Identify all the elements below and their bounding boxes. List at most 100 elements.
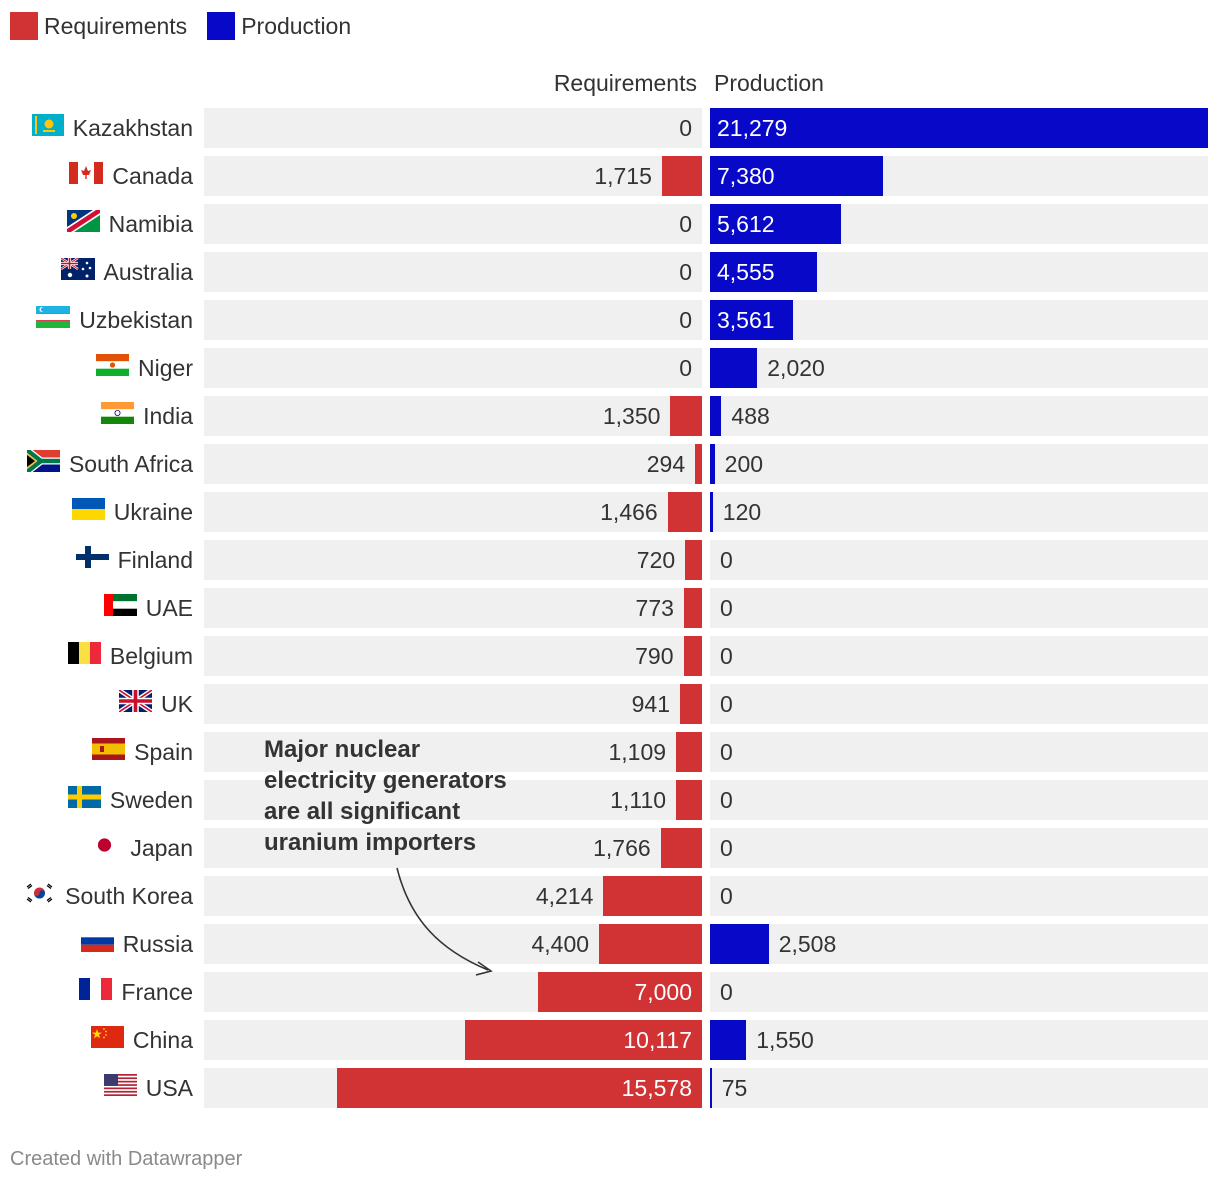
row-background-production bbox=[710, 1068, 1208, 1108]
row-background-production bbox=[710, 732, 1208, 772]
legend-swatch-requirements bbox=[10, 12, 38, 40]
country-name: China bbox=[132, 1026, 193, 1053]
country-name: Ukraine bbox=[113, 498, 193, 525]
row-background-requirements bbox=[204, 300, 702, 340]
country-name: Canada bbox=[112, 162, 193, 189]
flag-china-icon bbox=[90, 1026, 124, 1054]
bar-requirements-finland[interactable] bbox=[685, 540, 702, 580]
value-label-production-uae: 0 bbox=[720, 594, 733, 621]
flag-australia-icon bbox=[59, 256, 95, 286]
bar-production-india[interactable] bbox=[710, 396, 722, 436]
bar-requirements-usa[interactable] bbox=[337, 1068, 702, 1108]
row-background-production bbox=[710, 540, 1208, 580]
bar-production-australia[interactable] bbox=[710, 252, 817, 292]
country-label-spain: Spain bbox=[92, 732, 193, 772]
row-background-requirements bbox=[204, 252, 702, 292]
bar-requirements-south-africa[interactable] bbox=[695, 444, 702, 484]
bar-requirements-belgium[interactable] bbox=[683, 636, 702, 676]
flag-japan-icon bbox=[88, 834, 122, 862]
value-label-requirements-namibia: 0 bbox=[679, 210, 692, 237]
row-background-production bbox=[710, 924, 1208, 964]
value-label-production-russia: 2,508 bbox=[778, 930, 837, 957]
row-background-production bbox=[710, 780, 1208, 820]
country-name: Sweden bbox=[109, 786, 193, 813]
value-label-requirements-south-korea: 4,214 bbox=[535, 882, 594, 909]
value-label-production-sweden: 0 bbox=[720, 786, 733, 813]
row-background-production bbox=[710, 492, 1208, 532]
value-label-production-australia: 4,555 bbox=[717, 258, 775, 285]
country-name: Japan bbox=[130, 834, 193, 861]
flag-usa-icon bbox=[103, 1074, 137, 1102]
country-name: UK bbox=[161, 690, 193, 717]
flag-india-icon bbox=[101, 402, 135, 430]
value-label-requirements-uae: 773 bbox=[635, 594, 674, 621]
bar-requirements-uk[interactable] bbox=[679, 684, 702, 724]
legend: Requirements Production bbox=[10, 12, 371, 40]
bar-production-ukraine[interactable] bbox=[710, 492, 713, 532]
row-background-requirements bbox=[204, 732, 702, 772]
bar-requirements-canada[interactable] bbox=[661, 156, 702, 196]
value-label-production-ukraine: 120 bbox=[722, 498, 762, 525]
value-label-requirements-china: 10,117 bbox=[623, 1026, 692, 1053]
bar-production-usa[interactable] bbox=[710, 1068, 712, 1108]
bar-requirements-uae[interactable] bbox=[683, 588, 702, 628]
country-label-russia: Russia bbox=[80, 924, 193, 964]
value-label-production-uzbekistan: 3,561 bbox=[717, 306, 775, 333]
flag-south-korea-icon bbox=[23, 882, 57, 910]
bar-requirements-india[interactable] bbox=[670, 396, 702, 436]
row-background-requirements bbox=[204, 780, 702, 820]
country-name: USA bbox=[145, 1074, 193, 1101]
row-background-requirements bbox=[204, 348, 702, 388]
bar-production-uzbekistan[interactable] bbox=[710, 300, 794, 340]
bar-production-south-africa[interactable] bbox=[710, 444, 715, 484]
country-label-japan: Japan bbox=[88, 828, 193, 868]
country-label-sweden: Sweden bbox=[67, 780, 193, 820]
flag-uae-icon bbox=[103, 594, 137, 622]
country-name: Namibia bbox=[108, 210, 193, 237]
row-background-requirements bbox=[204, 156, 702, 196]
country-name: Belgium bbox=[109, 642, 193, 669]
value-label-requirements-uzbekistan: 0 bbox=[679, 306, 692, 333]
bar-production-namibia[interactable] bbox=[710, 204, 842, 244]
bar-production-canada[interactable] bbox=[710, 156, 883, 196]
flag-france-icon bbox=[79, 978, 113, 1006]
value-label-production-canada: 7,380 bbox=[717, 162, 775, 189]
value-label-production-niger: 2,020 bbox=[767, 354, 825, 381]
bar-requirements-france[interactable] bbox=[538, 972, 702, 1012]
row-background-requirements bbox=[204, 444, 702, 484]
value-label-production-usa: 75 bbox=[721, 1074, 748, 1101]
row-background-requirements bbox=[204, 684, 702, 724]
country-name: South Korea bbox=[65, 882, 193, 909]
footer-credit[interactable]: Created with Datawrapper bbox=[10, 1148, 243, 1170]
bar-production-russia[interactable] bbox=[710, 924, 769, 964]
value-label-requirements-japan: 1,766 bbox=[593, 834, 651, 861]
country-name: South Africa bbox=[68, 450, 193, 477]
bar-requirements-south-korea[interactable] bbox=[603, 876, 702, 916]
legend-item-requirements[interactable]: Requirements bbox=[10, 12, 187, 40]
country-name: India bbox=[143, 402, 193, 429]
country-label-kazakhstan: Kazakhstan bbox=[31, 108, 193, 148]
bar-production-china[interactable] bbox=[710, 1020, 747, 1060]
bar-requirements-ukraine[interactable] bbox=[667, 492, 702, 532]
row-background-production bbox=[710, 828, 1208, 868]
row-background-production bbox=[710, 396, 1208, 436]
bar-requirements-russia[interactable] bbox=[599, 924, 702, 964]
country-name: Spain bbox=[134, 738, 193, 765]
bar-requirements-china[interactable] bbox=[465, 1020, 702, 1060]
value-label-requirements-south-africa: 294 bbox=[646, 450, 686, 477]
country-name: Finland bbox=[117, 546, 193, 573]
legend-label-production: Production bbox=[241, 12, 352, 39]
row-background-requirements bbox=[204, 108, 702, 148]
bar-requirements-spain[interactable] bbox=[676, 732, 702, 772]
bar-requirements-sweden[interactable] bbox=[676, 780, 702, 820]
row-background-production bbox=[710, 1020, 1208, 1060]
legend-item-production[interactable]: Production bbox=[207, 12, 351, 40]
value-label-production-namibia: 5,612 bbox=[717, 210, 775, 237]
bar-production-niger[interactable] bbox=[710, 348, 758, 388]
value-label-requirements-kazakhstan: 0 bbox=[679, 114, 692, 141]
bar-production-kazakhstan[interactable] bbox=[710, 108, 1208, 148]
value-label-requirements-sweden: 1,110 bbox=[610, 786, 667, 813]
bar-requirements-japan[interactable] bbox=[660, 828, 702, 868]
value-label-production-south-korea: 0 bbox=[720, 882, 733, 909]
country-label-ukraine: Ukraine bbox=[71, 492, 193, 532]
